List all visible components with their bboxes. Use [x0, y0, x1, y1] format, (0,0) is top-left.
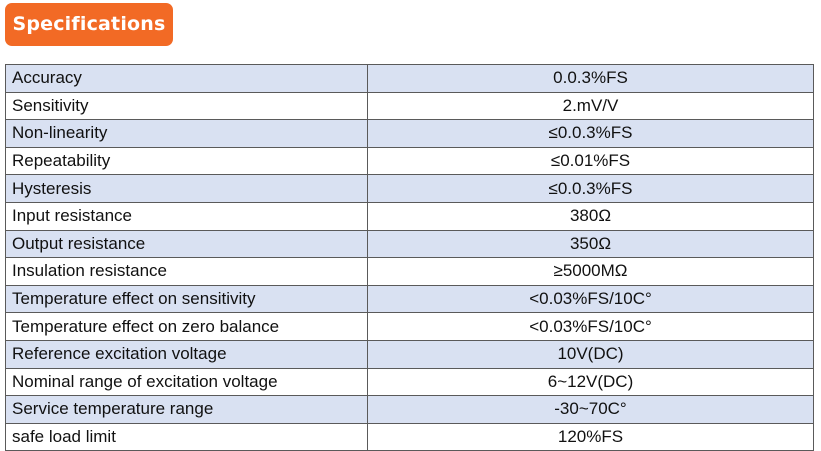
- parameter-cell: Accuracy: [5, 64, 368, 93]
- table-row: Service temperature range -30~70C°: [5, 395, 814, 424]
- value-cell: <0.03%FS/10C°: [367, 284, 814, 314]
- parameter-cell: Repeatability: [5, 146, 368, 176]
- table-row: Repeatability ≤0.01%FS: [5, 146, 814, 176]
- value-cell: 0.0.3%FS: [367, 64, 814, 93]
- value-cell: 10V(DC): [367, 339, 814, 369]
- value-cell: ≤0.0.3%FS: [367, 174, 814, 203]
- parameter-cell: safe load limit: [5, 422, 368, 451]
- table-row: Output resistance 350Ω: [5, 229, 814, 259]
- value-cell: 120%FS: [367, 422, 814, 451]
- specifications-table: Accuracy 0.0.3%FS Sensitivity 2.mV/V Non…: [5, 64, 814, 451]
- value-cell: ≤0.0.3%FS: [367, 119, 814, 148]
- table-row: Hysteresis ≤0.0.3%FS: [5, 174, 814, 203]
- parameter-cell: Non-linearity: [5, 119, 368, 148]
- value-cell: ≤0.01%FS: [367, 146, 814, 176]
- table-row: Temperature effect on zero balance <0.03…: [5, 312, 814, 341]
- table-row: Non-linearity ≤0.0.3%FS: [5, 119, 814, 148]
- table-row: Nominal range of excitation voltage 6~12…: [5, 367, 814, 397]
- table-row: Insulation resistance ≥5000MΩ: [5, 257, 814, 286]
- value-cell: 350Ω: [367, 229, 814, 259]
- table-row: Sensitivity 2.mV/V: [5, 91, 814, 121]
- value-cell: 2.mV/V: [367, 91, 814, 121]
- value-cell: ≥5000MΩ: [367, 257, 814, 286]
- parameter-cell: Reference excitation voltage: [5, 339, 368, 369]
- table-row: Temperature effect on sensitivity <0.03%…: [5, 284, 814, 314]
- parameter-cell: Insulation resistance: [5, 257, 368, 286]
- table-row: Reference excitation voltage 10V(DC): [5, 339, 814, 369]
- value-cell: 6~12V(DC): [367, 367, 814, 397]
- value-cell: <0.03%FS/10C°: [367, 312, 814, 341]
- parameter-cell: Service temperature range: [5, 395, 368, 424]
- parameter-cell: Output resistance: [5, 229, 368, 259]
- parameter-cell: Nominal range of excitation voltage: [5, 367, 368, 397]
- value-cell: 380Ω: [367, 201, 814, 231]
- parameter-cell: Sensitivity: [5, 91, 368, 121]
- parameter-cell: Hysteresis: [5, 174, 368, 203]
- parameter-cell: Temperature effect on zero balance: [5, 312, 368, 341]
- table-row: safe load limit 120%FS: [5, 422, 814, 451]
- table-row: Accuracy 0.0.3%FS: [5, 64, 814, 93]
- parameter-cell: Temperature effect on sensitivity: [5, 284, 368, 314]
- section-title: Specifications: [5, 3, 173, 46]
- value-cell: -30~70C°: [367, 395, 814, 424]
- table-row: Input resistance 380Ω: [5, 201, 814, 231]
- parameter-cell: Input resistance: [5, 201, 368, 231]
